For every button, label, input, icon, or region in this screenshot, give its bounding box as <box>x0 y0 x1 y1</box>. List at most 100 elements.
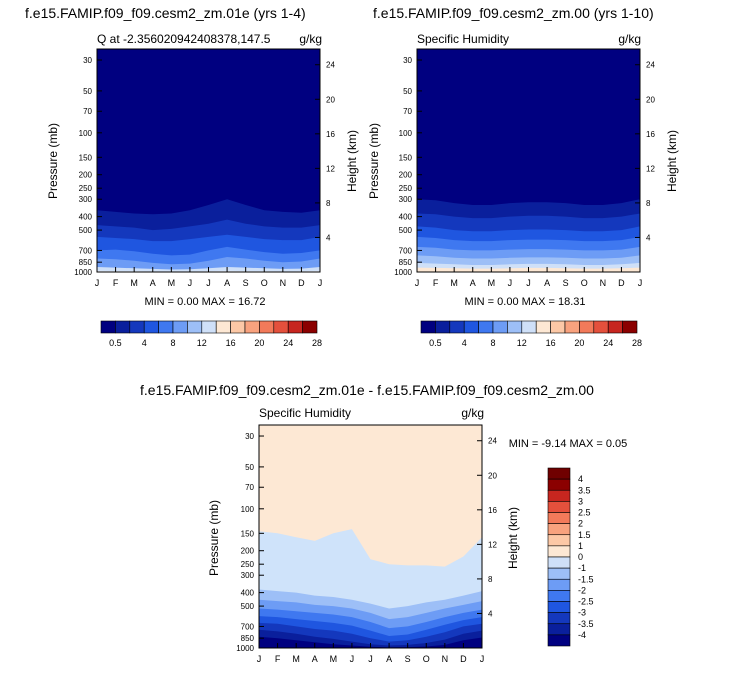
panel-2-height-tick-label: 4 <box>646 233 651 242</box>
panel-1-pressure-tick-label: 300 <box>79 195 93 204</box>
panel-3-height-tick-label: 24 <box>488 437 497 446</box>
panel-3-colorbar-box <box>547 501 571 513</box>
panel-2-pressure-tick-label: 250 <box>399 184 413 193</box>
panel-2-colorbar-label: 8 <box>490 338 495 348</box>
panel-1-colorbar-label: 8 <box>170 338 175 348</box>
panel-3-pressure-tick-label: 30 <box>245 432 254 441</box>
panel-3-pressure-tick-label: 150 <box>241 529 255 538</box>
panel-3-colorbar-box <box>547 567 571 580</box>
panel-1-pressure-tick-label: 500 <box>79 226 93 235</box>
panel-1-subtitle-left: Q at -2.356020942408378,147.5 <box>97 32 271 46</box>
panel-3-colorbar-label: 2.5 <box>578 508 591 518</box>
panel-1-height-ticks: 4 8 12 16 20 24 <box>315 61 335 242</box>
panel-3-colorbar-label: 4 <box>578 474 583 484</box>
panel-2-subtitle-right: g/kg <box>618 32 641 46</box>
panel-1-month-tick-label: A <box>150 278 156 288</box>
panel-3-colorbar-box <box>547 556 571 569</box>
panel-1-colorbar-label: 12 <box>197 338 207 348</box>
panel-1-colorbar-box <box>158 320 174 334</box>
panel-3-colorbar-label: -1 <box>578 563 586 573</box>
panel-3-colorbar-label: -1.5 <box>578 574 594 584</box>
panel-3-colorbar-label: 1 <box>578 541 583 551</box>
panel-3-colorbar-box <box>547 512 571 524</box>
panel-1-pressure-tick-label: 700 <box>79 246 93 255</box>
panel-2-month-tick-label: J <box>526 278 531 288</box>
panel-3-colorbar-box <box>547 523 571 536</box>
panel-3-colorbar-label: -4 <box>578 630 586 640</box>
panel-2-colorbar-box <box>507 320 523 334</box>
panel-1-title: f.e15.FAMIP.f09_f09.cesm2_zm.01e (yrs 1-… <box>25 5 306 21</box>
panel-2-month-tick-label: N <box>600 278 607 288</box>
panel-2-month-tick-label: J <box>508 278 513 288</box>
panel-1-colorbar-box <box>187 320 203 334</box>
panel-1-height-tick-label: 20 <box>326 95 335 104</box>
panel-1-height-tick-label: 8 <box>326 199 331 208</box>
panel-3-pressure-tick-label: 50 <box>245 463 254 472</box>
panel-3-month-tick-label: A <box>386 654 392 664</box>
panel-3-colorbar: 43.53 2.521.510-1-1.5-2 -2.5-3-3.5-4 <box>547 467 594 647</box>
panel-1-colorbar-box <box>244 320 260 334</box>
panel-2-pressure-tick-label: 500 <box>399 226 413 235</box>
panel-2-month-tick-label: J <box>415 278 420 288</box>
panel-3: f.e15.FAMIP.f09_f09.cesm2_zm.01e - f.e15… <box>140 382 627 664</box>
panel-2-colorbar-box <box>463 320 479 334</box>
panel-1-colorbar-box <box>302 320 318 334</box>
panel-3-min-max: MIN = -9.14 MAX = 0.05 <box>509 438 628 450</box>
panel-2-month-tick-label: J <box>638 278 643 288</box>
panel-1-month-tick-label: M <box>130 278 138 288</box>
panel-2-month-tick-label: O <box>581 278 588 288</box>
panel-1-height-tick-label: 4 <box>326 233 331 242</box>
panel-2-colorbar-box <box>622 320 638 334</box>
panel-3-plot <box>259 425 482 648</box>
panel-2-pressure-tick-label: 50 <box>403 87 412 96</box>
panel-2-colorbar-box <box>435 320 451 334</box>
panel-2-ylabel: Pressure (mb) <box>367 123 381 199</box>
panel-3-colorbar-box <box>547 467 571 480</box>
panel-1-month-tick-label: M <box>168 278 176 288</box>
panel-1-pressure-tick-label: 100 <box>79 129 93 138</box>
panel-1-colorbar-box <box>115 320 131 334</box>
panel-3-colorbar-label: -3 <box>578 608 586 618</box>
panel-2-colorbar-box <box>593 320 609 334</box>
panel-3-month-tick-label: J <box>480 654 485 664</box>
panel-1-month-tick-label: N <box>280 278 287 288</box>
panel-2-colorbar-box <box>607 320 623 334</box>
panel-1-month-tick-label: A <box>224 278 230 288</box>
panel-1-plot <box>97 49 320 272</box>
panel-2-colorbar-box <box>492 320 508 334</box>
panel-3-month-tick-label: J <box>257 654 262 664</box>
panel-3-colorbar-label: 1.5 <box>578 530 591 540</box>
panel-1-month-tick-label: J <box>188 278 193 288</box>
panel-3-ylabel: Pressure (mb) <box>207 500 221 576</box>
panel-2-colorbar-label: 24 <box>603 338 613 348</box>
panel-2-colorbar-box <box>420 320 436 334</box>
panel-2-month-tick-label: F <box>433 278 439 288</box>
panel-2-height-tick-label: 20 <box>646 95 655 104</box>
panel-1-colorbar-label: 20 <box>254 338 264 348</box>
panel-1-colorbar-box <box>143 320 159 334</box>
panel-1-pressure-tick-label: 250 <box>79 184 93 193</box>
panel-2-ylabel-right: Height (km) <box>665 130 679 192</box>
panel-1-colorbar-box <box>201 320 217 334</box>
panel-1-ylabel-right: Height (km) <box>345 130 359 192</box>
panel-3-colorbar-label: 3.5 <box>578 485 591 495</box>
panel-2-colorbar-box <box>478 320 494 334</box>
panel-3-height-tick-label: 16 <box>488 506 497 515</box>
panel-1-month-tick-label: J <box>206 278 211 288</box>
panel-3-colorbar-box <box>547 623 571 636</box>
panel-1-colorbar-label: 0.5 <box>109 338 122 348</box>
panel-2-colorbar-label: 28 <box>632 338 642 348</box>
panel-1-month-tick-label: D <box>298 278 305 288</box>
panel-3-month-tick-label: A <box>312 654 318 664</box>
panel-2-subtitle-left: Specific Humidity <box>417 32 509 46</box>
panel-1-pressure-tick-label: 30 <box>83 56 92 65</box>
panel-3-colorbar-box <box>547 489 571 502</box>
panel-1-subtitle-right: g/kg <box>299 32 322 46</box>
panel-1-colorbar-box <box>287 320 303 334</box>
panel-3-month-tick-label: M <box>330 654 338 664</box>
panel-1-colorbar-box <box>273 320 289 334</box>
panel-1-colorbar-box <box>172 320 188 334</box>
